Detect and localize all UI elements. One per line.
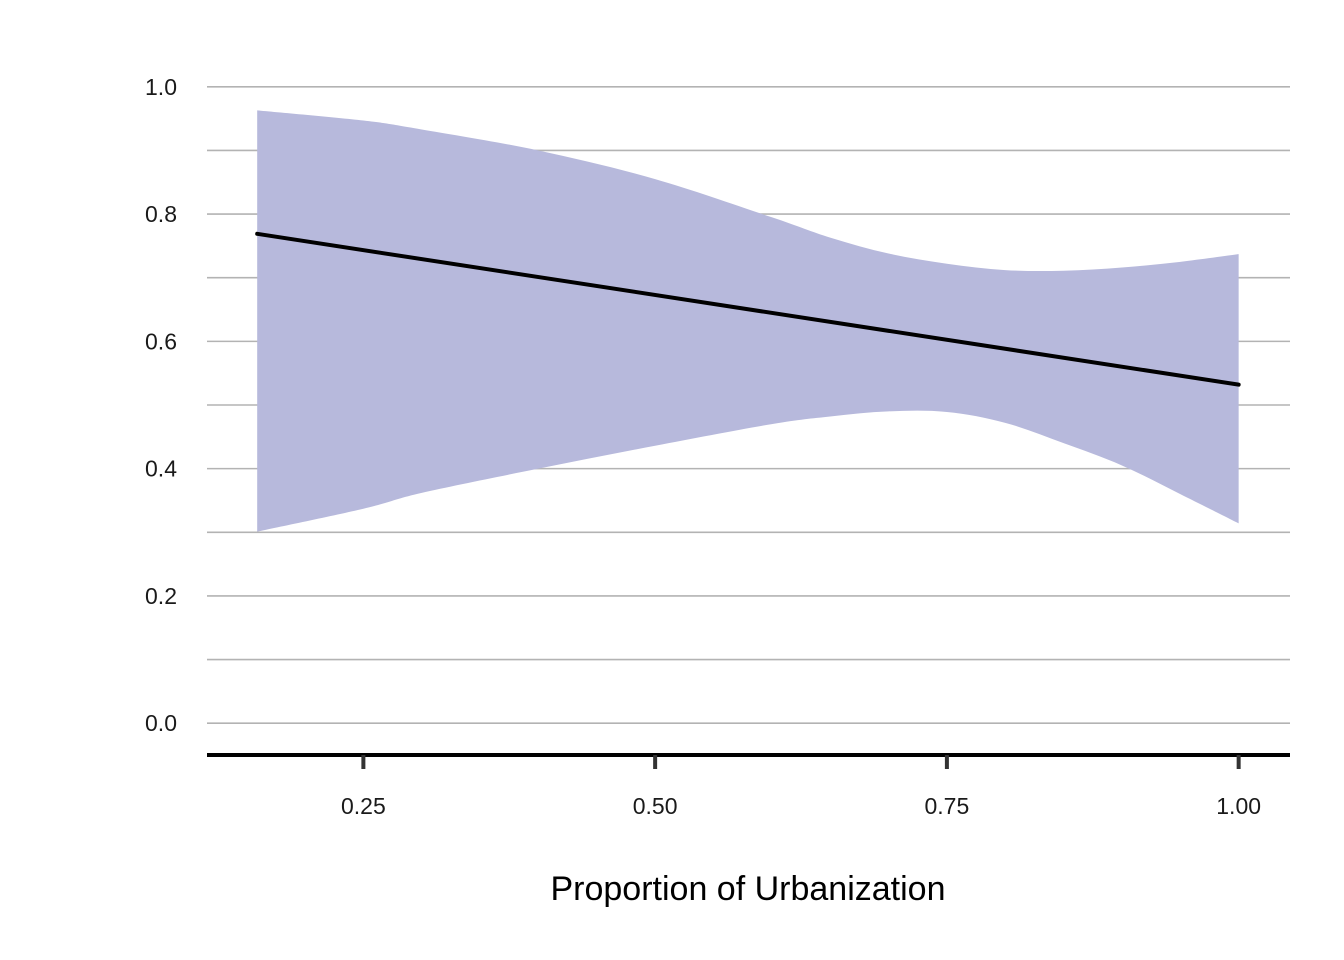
fitted-line bbox=[255, 231, 1241, 387]
x-tick-label: 0.75 bbox=[925, 793, 970, 819]
x-tick-label: 1.00 bbox=[1216, 793, 1261, 819]
fit-line-layer bbox=[255, 231, 1241, 387]
confidence-band-layer bbox=[257, 110, 1239, 532]
x-axis-title: Proportion of Urbanization bbox=[550, 870, 945, 908]
x-tick-label: 0.50 bbox=[633, 793, 678, 819]
x-tick-label: 0.25 bbox=[341, 793, 386, 819]
y-tick-label: 0.4 bbox=[145, 456, 177, 482]
y-tick-label: 0.6 bbox=[145, 328, 177, 354]
confidence-band bbox=[257, 110, 1239, 532]
y-tick-label: 0.2 bbox=[145, 583, 177, 609]
y-tick-label: 0.0 bbox=[145, 710, 177, 736]
y-tick-label: 0.8 bbox=[145, 201, 177, 227]
y-tick-label: 1.0 bbox=[145, 74, 177, 100]
y-axis: 0.0 0.2 0.4 0.6 0.8 1.0 bbox=[145, 74, 177, 736]
x-axis: 0.25 0.50 0.75 1.00 bbox=[207, 753, 1290, 819]
